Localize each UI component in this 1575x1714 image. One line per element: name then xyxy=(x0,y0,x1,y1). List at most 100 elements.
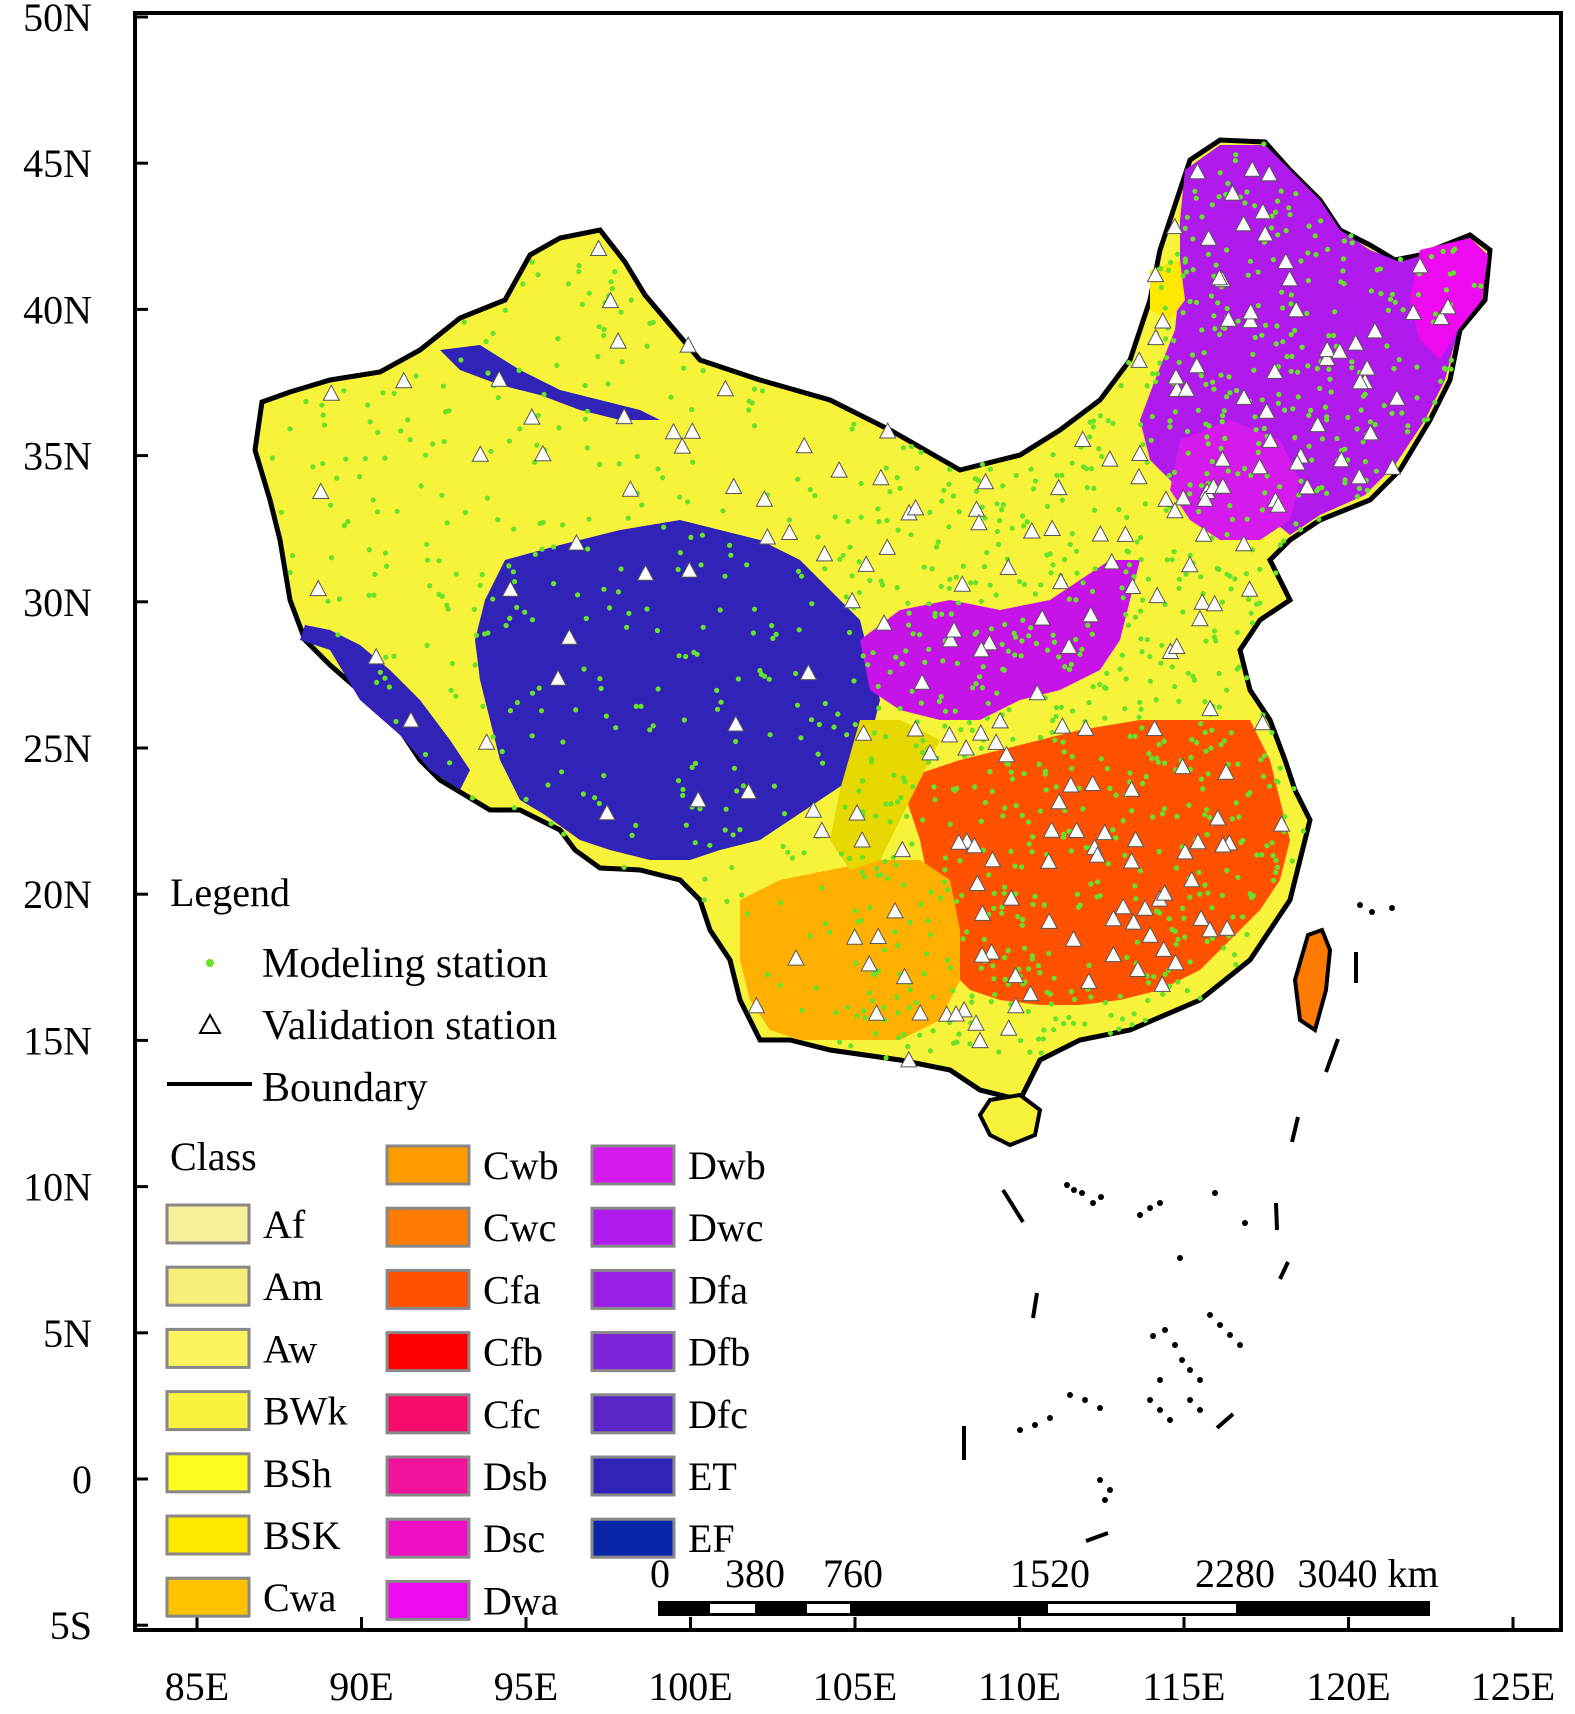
modeling-station xyxy=(1151,974,1157,980)
modeling-station xyxy=(1080,464,1086,470)
modeling-station xyxy=(927,1048,934,1054)
modeling-station xyxy=(485,370,491,376)
modeling-station xyxy=(328,502,334,508)
modeling-station xyxy=(1227,503,1233,509)
modeling-station xyxy=(1226,374,1232,380)
modeling-station xyxy=(576,263,582,269)
modeling-station xyxy=(954,898,960,905)
legend-validation-label: Validation station xyxy=(262,1003,557,1049)
modeling-station xyxy=(1291,786,1297,792)
modeling-station xyxy=(1340,256,1347,262)
modeling-station xyxy=(1229,516,1236,523)
modeling-station xyxy=(859,854,866,860)
modeling-station xyxy=(407,437,413,443)
modeling-station xyxy=(1021,523,1027,529)
modeling-station xyxy=(362,456,368,462)
modeling-station xyxy=(781,811,788,817)
validation-station xyxy=(609,332,627,349)
modeling-station xyxy=(1157,360,1163,366)
modeling-station xyxy=(393,718,399,725)
modeling-station xyxy=(1187,482,1193,488)
modeling-station xyxy=(1027,1049,1033,1055)
validation-station xyxy=(1177,380,1196,397)
modeling-station xyxy=(1354,426,1360,432)
modeling-station xyxy=(1021,771,1027,777)
modeling-station xyxy=(1163,336,1169,342)
modeling-station xyxy=(1293,191,1299,197)
modeling-station xyxy=(1349,365,1355,371)
modeling-station xyxy=(1389,291,1395,297)
modeling-station xyxy=(1070,708,1076,714)
modeling-station xyxy=(1122,852,1128,859)
modeling-station xyxy=(808,717,815,723)
modeling-station xyxy=(1180,609,1186,615)
modeling-station xyxy=(950,493,957,499)
modeling-station xyxy=(851,421,857,427)
modeling-station xyxy=(278,509,284,515)
validation-station xyxy=(1350,467,1369,485)
modeling-station xyxy=(1182,934,1188,940)
validation-station xyxy=(1006,966,1025,984)
validation-station xyxy=(1194,525,1213,542)
modeling-station xyxy=(1150,371,1156,377)
modeling-station xyxy=(575,592,581,598)
modeling-station xyxy=(1117,993,1123,999)
modeling-station xyxy=(1274,323,1280,329)
modeling-station xyxy=(918,700,925,706)
modeling-station xyxy=(535,272,541,278)
modeling-station xyxy=(1233,152,1239,158)
modeling-station xyxy=(321,422,327,428)
modeling-station xyxy=(441,439,447,445)
modeling-station xyxy=(424,541,430,547)
modeling-station xyxy=(1195,407,1201,413)
validation-station xyxy=(804,801,823,818)
modeling-station xyxy=(1211,313,1217,319)
modeling-station xyxy=(634,453,641,460)
modeling-station xyxy=(906,622,912,628)
modeling-station xyxy=(746,407,752,413)
modeling-station xyxy=(969,727,975,734)
modeling-station xyxy=(931,784,937,790)
modeling-station xyxy=(849,573,855,579)
modeling-station xyxy=(1140,441,1146,448)
modeling-station xyxy=(655,686,661,692)
region-et-west xyxy=(300,625,470,790)
modeling-station xyxy=(1268,225,1275,231)
modeling-station xyxy=(633,822,639,829)
validation-station xyxy=(795,436,814,454)
modeling-station xyxy=(1305,250,1311,256)
modeling-station xyxy=(551,581,557,587)
modeling-station xyxy=(910,783,916,790)
modeling-station xyxy=(750,630,757,636)
modeling-station xyxy=(722,827,728,833)
x-tick-label: 95E xyxy=(494,1664,558,1709)
modeling-station xyxy=(1219,413,1226,419)
validation-station xyxy=(878,538,897,555)
modeling-station xyxy=(816,721,823,728)
modeling-station xyxy=(786,517,793,523)
modeling-station xyxy=(1056,654,1062,660)
modeling-station xyxy=(1011,630,1017,636)
modeling-station xyxy=(1306,443,1312,449)
validation-station xyxy=(1124,913,1143,930)
modeling-station xyxy=(1022,945,1028,951)
modeling-station xyxy=(832,514,838,520)
modeling-station xyxy=(1254,852,1260,858)
modeling-station xyxy=(603,713,610,719)
modeling-station xyxy=(887,819,893,825)
class-swatch-dwc xyxy=(590,1206,676,1248)
y-axis: 50N 45N 40N 35N 30N 25N 20N 15N 10N 5N 0 5S xyxy=(23,0,148,1648)
modeling-station xyxy=(394,508,400,514)
validation-station xyxy=(1022,521,1041,539)
modeling-station xyxy=(875,873,881,879)
modeling-station xyxy=(529,259,535,265)
modeling-station xyxy=(1160,991,1166,997)
modeling-station xyxy=(479,571,485,578)
modeling-station xyxy=(1233,800,1239,806)
modeling-station xyxy=(1001,667,1007,673)
modeling-station xyxy=(371,592,377,598)
validation-station xyxy=(1243,160,1262,177)
validation-station xyxy=(1083,774,1102,791)
class-label-dsb: Dsb xyxy=(483,1454,547,1499)
modeling-station xyxy=(1282,814,1288,820)
